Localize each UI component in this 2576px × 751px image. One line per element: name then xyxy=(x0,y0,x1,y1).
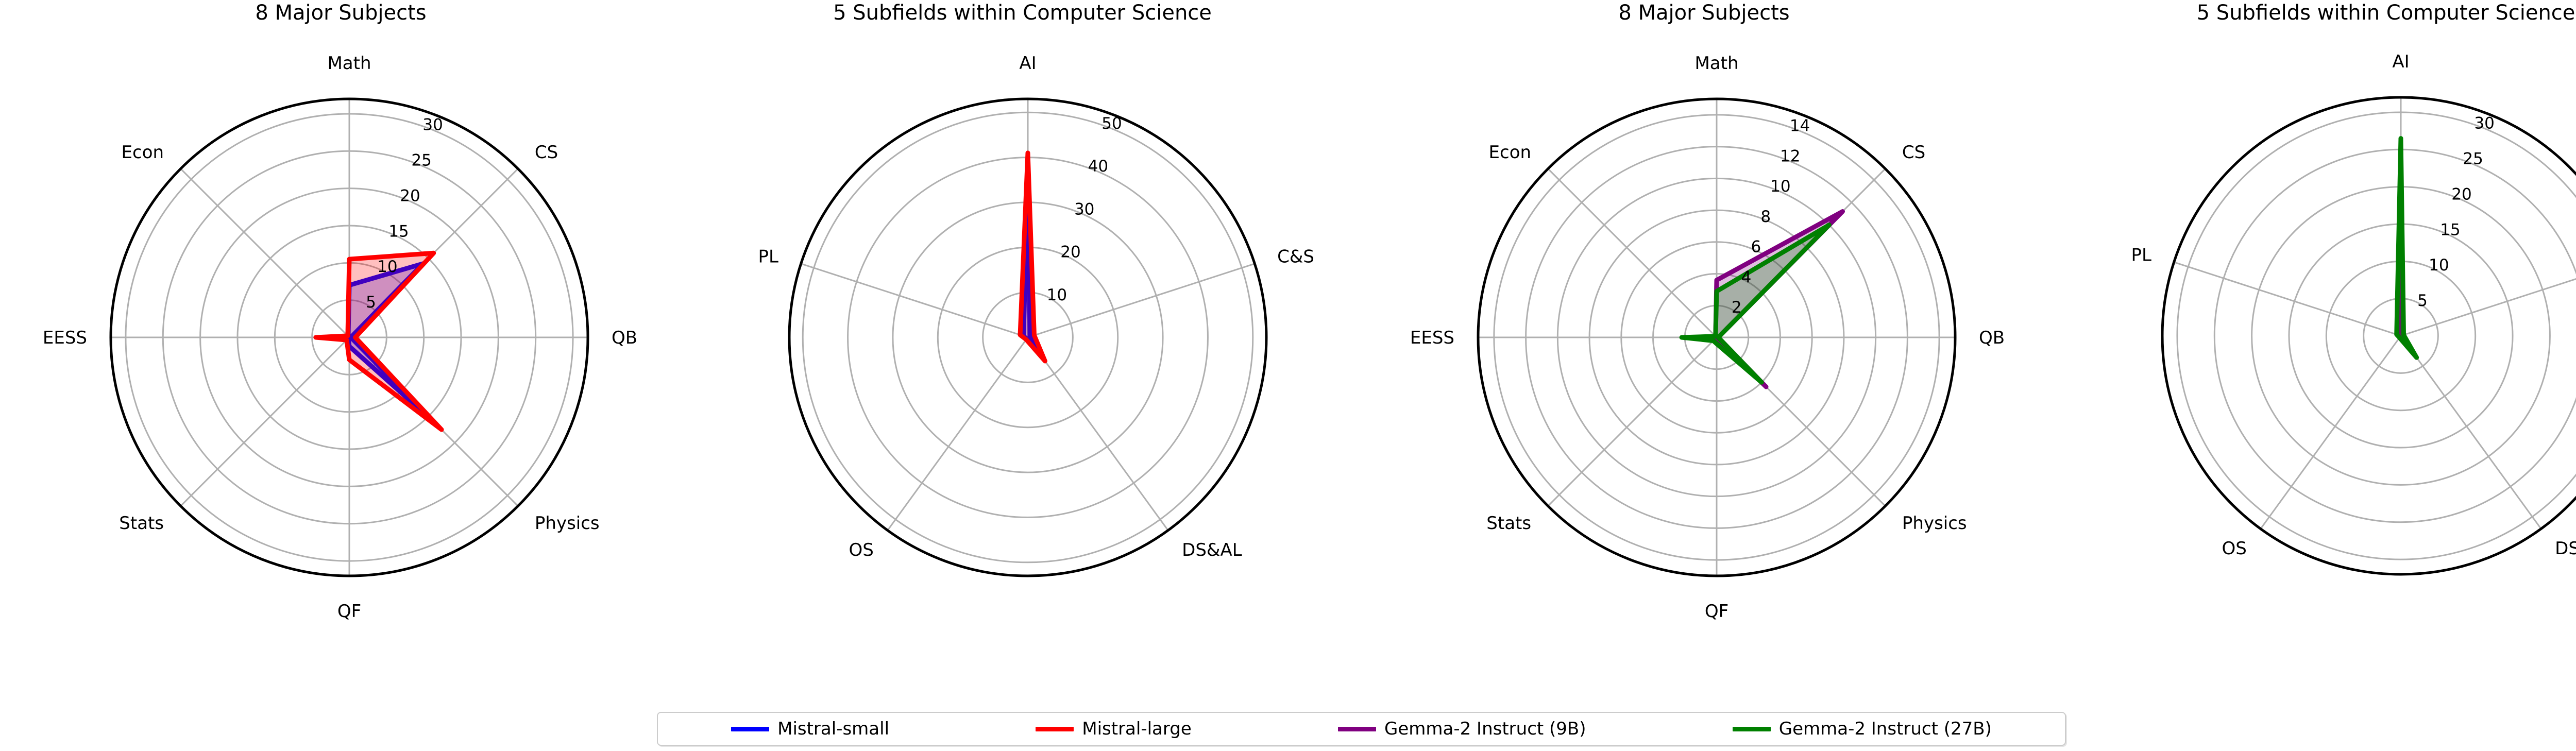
category-label-qb: QB xyxy=(1979,328,2005,348)
series-polygon-gemma-2-instruct-27b- xyxy=(2394,136,2419,360)
radial-tick-label: 12 xyxy=(1780,147,1800,165)
category-label-econ: Econ xyxy=(1489,142,1532,163)
category-label-ds-al: DS&AL xyxy=(2555,538,2576,559)
category-label-cs: CS xyxy=(1902,142,1925,163)
radial-tick-label: 2 xyxy=(1732,298,1742,317)
radial-tick-label: 10 xyxy=(377,258,397,276)
category-label-cs: CS xyxy=(535,142,558,163)
chart-panel-1: 8 Major Subjects 5 10 15 20 25 30 Math CS QB Phys… xyxy=(0,0,682,711)
axis-spoke xyxy=(1547,168,1718,338)
axis-spoke xyxy=(1027,263,1255,338)
legend: Mistral-small Mistral-large Gemma-2 Inst… xyxy=(657,712,2066,746)
legend-item: Gemma-2 Instruct (9B) xyxy=(1338,719,1586,739)
category-label-os: OS xyxy=(2222,538,2246,559)
category-label-eess: EESS xyxy=(43,328,87,348)
radial-tick-label: 40 xyxy=(1088,157,1108,176)
legend-swatch-icon xyxy=(1338,726,1376,731)
radial-tick-label: 10 xyxy=(1770,177,1790,196)
category-label-ds-al: DS&AL xyxy=(1182,540,1242,560)
radial-tick-label: 25 xyxy=(411,151,431,170)
radial-tick-label: 20 xyxy=(400,186,420,205)
axis-spoke xyxy=(2400,278,2576,337)
legend-label: Gemma-2 Instruct (9B) xyxy=(1384,719,1586,739)
category-label-math: Math xyxy=(327,53,371,74)
axis-spoke xyxy=(180,168,350,338)
chart-panel-4: 5 Subfields within Computer Science 5 10 1… xyxy=(2045,0,2576,711)
chart-panel-3: 8 Major Subjects 2 4 6 8 10 12 14 Math CS QB Physi… xyxy=(1363,0,2045,711)
radial-tick-label: 6 xyxy=(1751,238,1761,257)
radial-tick-label: 25 xyxy=(2463,150,2483,168)
axis-spoke xyxy=(2174,261,2401,337)
category-label-eess: EESS xyxy=(1410,328,1454,348)
category-label-stats: Stats xyxy=(1486,513,1531,534)
outer-boundary xyxy=(109,97,589,577)
radial-tick-label: 20 xyxy=(2451,185,2471,203)
radial-tick-label: 14 xyxy=(1790,116,1810,135)
chart-panel-2: 5 Subfields within Computer Science 10 20… xyxy=(682,0,1363,711)
axis-spoke xyxy=(2400,335,2542,530)
chart-title-3: 8 Major Subjects xyxy=(1618,1,1790,25)
radial-tick-label: 15 xyxy=(2440,220,2460,239)
radial-tick-label: 10 xyxy=(2429,256,2449,275)
grid-circle xyxy=(2176,111,2576,560)
category-label-stats: Stats xyxy=(119,513,164,534)
category-label-math: Math xyxy=(1694,53,1738,74)
category-label-physics: Physics xyxy=(1902,513,1967,534)
category-label-os: OS xyxy=(849,540,873,560)
chart-title-4: 5 Subfields within Computer Science xyxy=(2196,1,2575,25)
series-polygon-mistral-large xyxy=(313,250,444,432)
radial-tick-label: 50 xyxy=(1101,114,1122,133)
radial-tick-label: 30 xyxy=(422,116,443,134)
radial-tick-label: 15 xyxy=(388,222,409,241)
axis-spoke xyxy=(887,337,1029,531)
radial-tick-label: 4 xyxy=(1741,268,1752,286)
legend-swatch-icon xyxy=(1732,726,1771,731)
radial-tick-label: 5 xyxy=(366,293,376,312)
legend-label: Mistral-small xyxy=(777,719,890,739)
legend-swatch-icon xyxy=(1036,726,1074,731)
category-label-ai: AI xyxy=(1019,53,1036,74)
axis-spoke xyxy=(2260,335,2402,530)
category-label-pl: PL xyxy=(758,247,778,267)
radial-tick-label: 10 xyxy=(1047,286,1067,304)
category-label-qf: QF xyxy=(1705,601,1728,622)
outer-boundary xyxy=(2161,96,2576,576)
legend-item: Gemma-2 Instruct (27B) xyxy=(1732,719,1992,739)
radial-tick-label: 30 xyxy=(2474,114,2494,133)
category-label-econ: Econ xyxy=(122,142,164,163)
outer-boundary xyxy=(788,97,1268,577)
radial-tick-label: 5 xyxy=(2417,292,2428,310)
series-polygon-gemma-2-instruct-27b- xyxy=(1679,223,1832,385)
radial-tick-label: 30 xyxy=(1074,200,1094,218)
category-label-c-s: C&S xyxy=(1277,247,1314,267)
category-label-pl: PL xyxy=(2131,245,2151,266)
radial-tick-label: 20 xyxy=(1060,243,1080,262)
legend-label: Gemma-2 Instruct (27B) xyxy=(1778,719,1992,739)
radial-tick-label: 8 xyxy=(1760,208,1771,226)
axis-spoke xyxy=(1027,337,1169,531)
radar-svg-3: 2 4 6 8 10 12 14 Math CS QB Physics QF Stats EESS Econ xyxy=(1410,53,2005,622)
category-label-ai: AI xyxy=(2392,52,2409,72)
series-polygon-mistral-large xyxy=(1018,150,1047,364)
outer-boundary xyxy=(1477,97,1957,577)
axis-spoke xyxy=(801,263,1028,338)
chart-title-2: 5 Subfields within Computer Science xyxy=(833,1,1212,25)
radar-svg-2: 10 20 30 40 50 AI C&S DS&AL OS PL xyxy=(758,53,1314,577)
category-label-qb: QB xyxy=(612,328,637,348)
radar-svg-1: 510 15 20 25 30 Math CS QB Physics QF Stats EESS Eco… xyxy=(43,53,637,622)
category-label-qf: QF xyxy=(337,601,361,622)
axis-spoke xyxy=(1547,336,1718,507)
legend-swatch-icon xyxy=(731,726,770,731)
legend-item: Mistral-large xyxy=(1036,719,1192,739)
chart-title-1: 8 Major Subjects xyxy=(255,1,427,25)
category-label-physics: Physics xyxy=(535,513,600,534)
legend-label: Mistral-large xyxy=(1082,719,1192,739)
axis-spoke xyxy=(180,336,350,507)
legend-item: Mistral-small xyxy=(731,719,889,739)
